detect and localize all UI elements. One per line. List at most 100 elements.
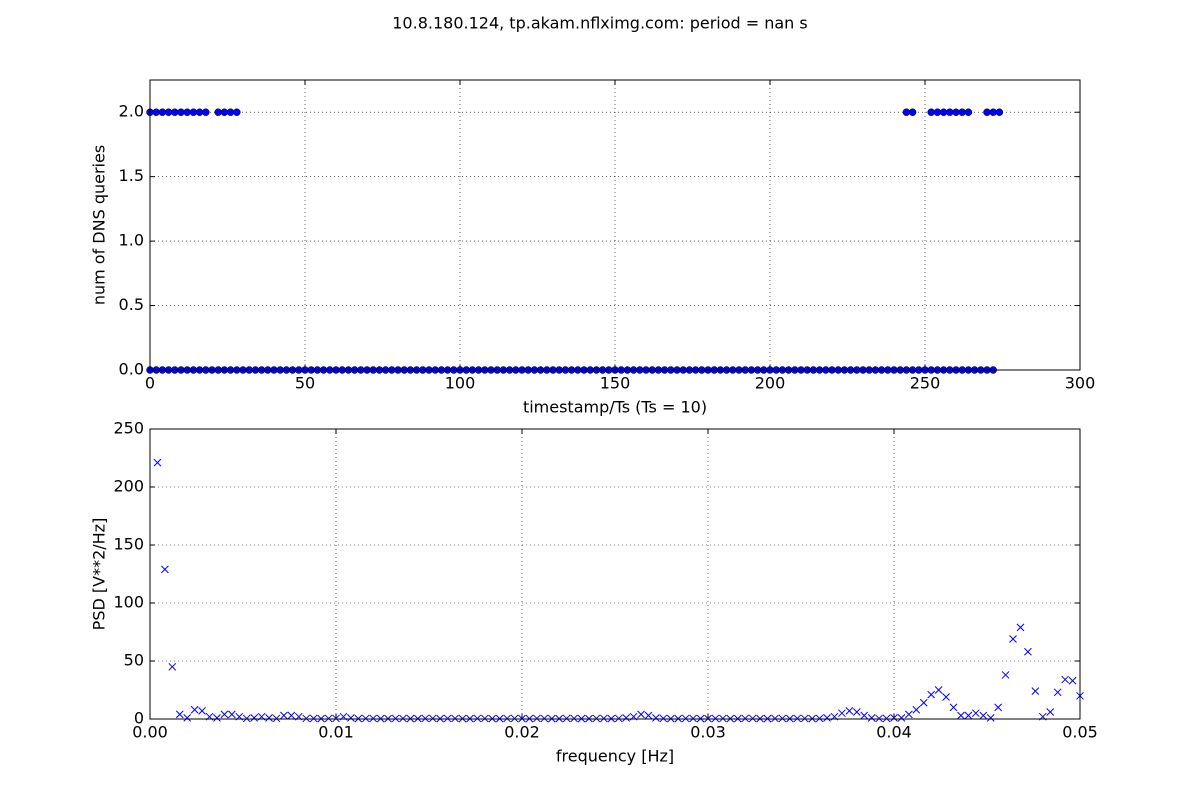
x-marker — [964, 711, 973, 720]
y-axis-label: PSD [V**2/Hz] — [90, 518, 109, 631]
x-marker — [1053, 688, 1062, 697]
x-marker — [845, 707, 854, 715]
x-marker — [1046, 708, 1055, 716]
x-marker — [227, 710, 236, 719]
x-marker — [711, 714, 720, 723]
x-marker — [213, 713, 221, 722]
x-tick-label: 100 — [445, 374, 476, 393]
x-marker — [451, 714, 459, 723]
x-marker — [1016, 623, 1025, 632]
x-marker — [503, 714, 511, 723]
point — [233, 108, 241, 116]
x-marker — [161, 565, 169, 574]
x-tick-label: 250 — [910, 374, 941, 393]
x-marker — [659, 714, 668, 723]
x-marker — [815, 714, 824, 723]
x-marker — [719, 714, 727, 723]
y-tick-label: 250 — [113, 419, 144, 438]
x-marker — [986, 713, 995, 722]
x-marker — [369, 714, 378, 723]
x-marker — [510, 714, 519, 723]
x-tick-label: 0.03 — [690, 723, 726, 742]
x-marker — [927, 690, 936, 699]
x-marker — [741, 714, 750, 723]
y-tick-label: 2.0 — [119, 102, 144, 121]
x-marker — [778, 714, 787, 723]
x-marker — [592, 714, 601, 723]
x-tick-label: 150 — [600, 374, 631, 393]
x-marker — [823, 713, 831, 722]
x-marker — [428, 714, 437, 723]
x-marker — [949, 703, 958, 712]
point — [189, 108, 198, 116]
y-axis-label: num of DNS queries — [90, 145, 109, 305]
x-marker — [979, 711, 988, 720]
x-marker — [175, 710, 184, 719]
x-marker — [1009, 635, 1017, 643]
x-marker — [168, 662, 177, 671]
x-tick-label: 200 — [755, 374, 786, 393]
point — [158, 108, 167, 116]
x-marker — [443, 714, 452, 723]
x-marker — [347, 713, 355, 722]
y-tick-label: 1.0 — [119, 231, 144, 250]
x-marker — [852, 708, 861, 716]
y-tick-label: 1.5 — [119, 166, 144, 185]
point — [220, 108, 229, 116]
point — [995, 108, 1004, 116]
x-marker — [994, 703, 1003, 712]
x-marker — [934, 686, 943, 694]
x-tick-label: 0.01 — [318, 723, 354, 742]
x-marker — [220, 710, 229, 719]
point — [202, 108, 210, 116]
x-marker — [265, 713, 273, 722]
plot-area — [146, 108, 1004, 374]
x-tick-label: 0.04 — [876, 723, 912, 742]
x-marker — [942, 693, 950, 701]
x-marker — [391, 714, 400, 723]
x-marker — [890, 713, 898, 722]
x-marker — [533, 714, 541, 723]
x-tick-label: 0.05 — [1062, 723, 1098, 742]
x-marker — [242, 714, 251, 723]
x-marker — [1068, 676, 1077, 685]
x-marker — [302, 714, 311, 723]
x-marker — [957, 711, 965, 720]
x-marker — [897, 713, 906, 722]
x-marker — [1031, 687, 1040, 696]
y-tick-label: 100 — [113, 593, 144, 612]
x-tick-label: 0 — [145, 374, 155, 393]
x-marker — [614, 714, 623, 723]
x-marker — [473, 714, 482, 723]
x-marker — [867, 713, 876, 722]
y-tick-label: 150 — [113, 535, 144, 554]
x-marker — [838, 709, 846, 718]
x-marker — [480, 714, 489, 723]
y-tick-label: 0.5 — [119, 295, 144, 314]
axes-frame — [149, 428, 1081, 720]
x-marker — [250, 713, 259, 722]
x-marker — [421, 714, 430, 723]
x-marker — [882, 714, 891, 723]
x-marker — [399, 714, 407, 723]
x-marker — [1001, 671, 1010, 679]
x-marker — [1061, 675, 1069, 684]
x-marker — [652, 713, 660, 722]
x-marker — [190, 705, 199, 714]
x-axis-label: timestamp/Ts (Ts = 10) — [523, 398, 707, 417]
x-marker — [793, 714, 802, 723]
y-tick-label: 0 — [134, 709, 144, 728]
x-tick-label: 300 — [1065, 374, 1096, 393]
x-marker — [644, 711, 653, 720]
figure-title: 10.8.180.124, tp.akam.nflximg.com: perio… — [392, 14, 808, 33]
x-marker — [183, 713, 192, 722]
x-marker — [570, 714, 578, 723]
x-marker — [280, 711, 288, 720]
x-marker — [800, 714, 809, 723]
x-marker — [748, 714, 757, 723]
x-marker — [905, 710, 913, 719]
axes-frame — [149, 79, 1081, 371]
x-marker — [332, 714, 340, 723]
